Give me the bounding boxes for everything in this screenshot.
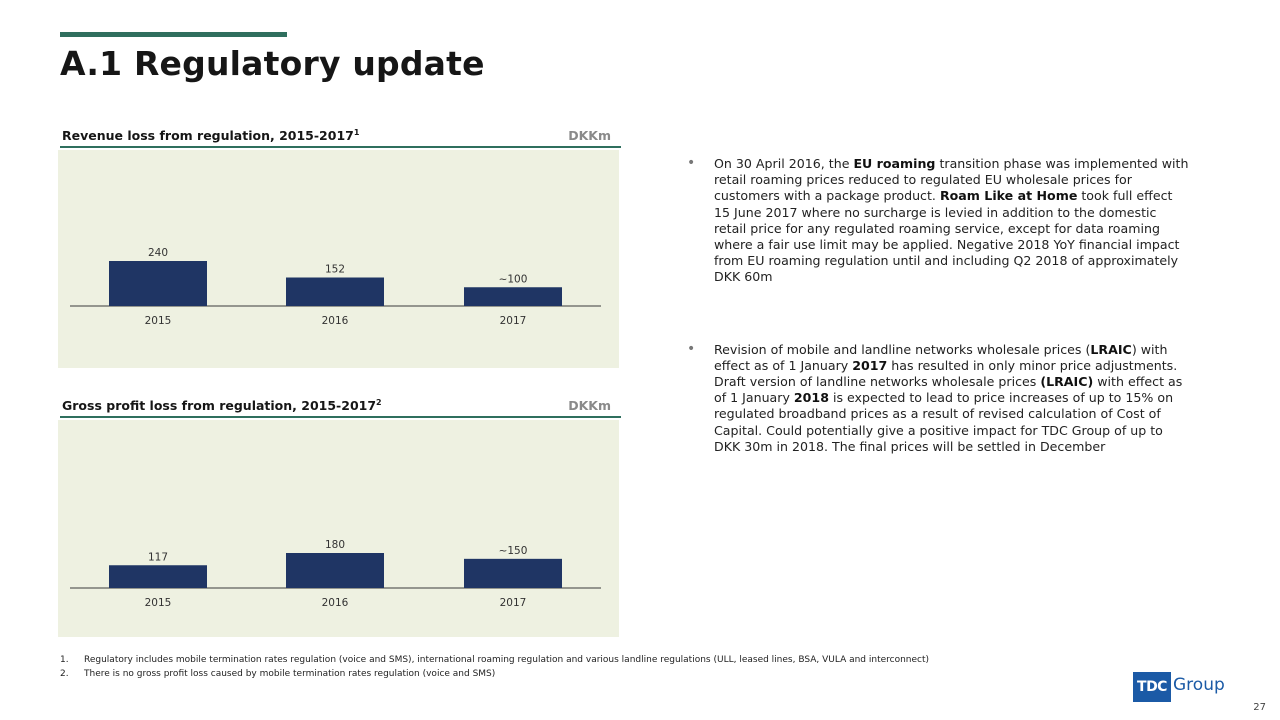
x-tick-label-2016: 2016 <box>322 315 349 327</box>
tdc-logo-text: Group <box>1173 675 1225 695</box>
data-label-2015: 117 <box>148 551 168 563</box>
revenue-chart-unit: DKKm <box>568 128 611 143</box>
x-tick-label-2016: 2016 <box>322 597 349 609</box>
revenue-chart: 240 2015 152 2016 ~100 2017 <box>70 247 601 327</box>
data-label-2015: 240 <box>148 247 168 259</box>
page-title: A.1 Regulatory update <box>60 44 485 83</box>
data-label-2017: ~150 <box>499 545 528 557</box>
title-accent-bar <box>60 32 287 37</box>
bar-2016 <box>286 277 384 306</box>
revenue-chart-title: Revenue loss from regulation, 2015-20171 <box>62 128 360 144</box>
page-number: 27 <box>1253 702 1266 713</box>
bullet-dot-icon: • <box>687 340 696 357</box>
x-tick-label-2015: 2015 <box>145 315 172 327</box>
data-label-2016: 152 <box>325 264 345 276</box>
bar-2015 <box>109 261 207 306</box>
bullet-lraic: • Revision of mobile and landline network… <box>687 340 1183 454</box>
gross-profit-chart-unit: DKKm <box>568 398 611 413</box>
gross-profit-chart: 117 2015 180 2016 ~150 2017 <box>70 539 601 609</box>
revenue-chart-panel: 240 2015 152 2016 ~100 2017 <box>58 150 619 368</box>
bar-2015 <box>109 565 207 588</box>
footnote-1: 1. Regulatory includes mobile termination… <box>60 655 930 665</box>
bullet-eu-roaming: • On 30 April 2016, the EU roaming transi… <box>687 155 1189 285</box>
data-label-2017: ~100 <box>499 273 528 285</box>
bar-2017 <box>464 558 562 588</box>
bar-2016 <box>286 553 384 588</box>
bar-2017 <box>464 287 562 306</box>
x-tick-label-2017: 2017 <box>500 315 527 327</box>
x-tick-label-2017: 2017 <box>500 597 527 609</box>
bullet-dot-icon: • <box>687 155 696 171</box>
gross-profit-chart-header: Gross profit loss from regulation, 2015-… <box>60 398 621 418</box>
gross-profit-chart-panel: 117 2015 180 2016 ~150 2017 <box>58 420 619 637</box>
revenue-chart-header: Revenue loss from regulation, 2015-20171… <box>60 128 621 148</box>
bullet-list: • On 30 April 2016, the EU roaming transi… <box>687 155 1190 455</box>
gross-profit-chart-title: Gross profit loss from regulation, 2015-… <box>62 398 382 414</box>
footnote-2: 2. There is no gross profit loss caused b… <box>60 669 496 679</box>
tdc-logo-mark: TDC <box>1133 672 1171 702</box>
footnotes: 1. Regulatory includes mobile termination… <box>60 653 929 681</box>
x-tick-label-2015: 2015 <box>145 597 172 609</box>
data-label-2016: 180 <box>325 539 345 551</box>
